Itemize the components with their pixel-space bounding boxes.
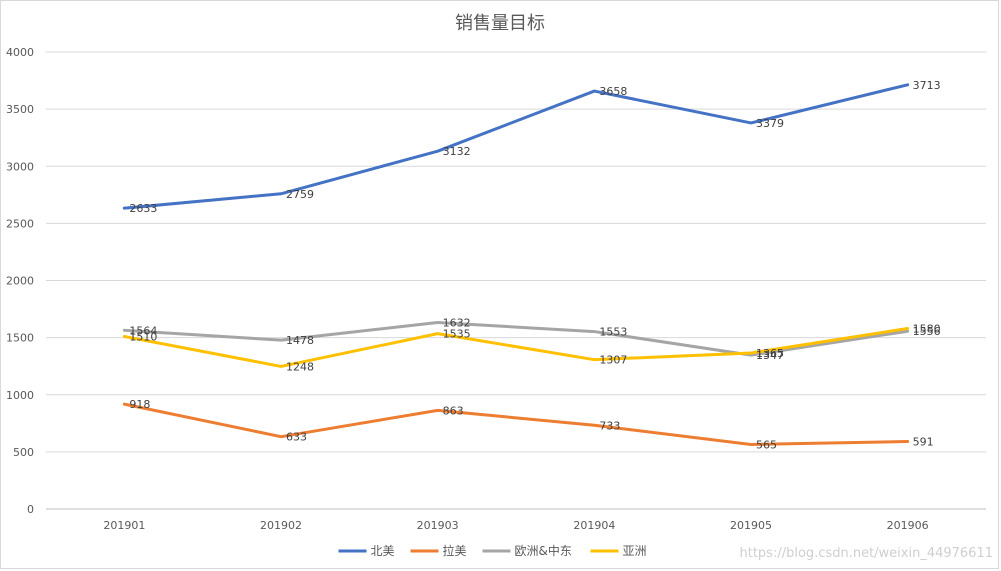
data-label: 565	[756, 438, 777, 451]
data-label: 1564	[129, 324, 157, 337]
series-lines	[122, 83, 910, 446]
legend-item-3[interactable]: 欧洲&中东	[482, 543, 572, 558]
series-line-2[interactable]	[122, 402, 910, 446]
x-tick-label: 201901	[103, 519, 145, 532]
data-label: 918	[129, 398, 150, 411]
data-label: 1478	[286, 334, 314, 347]
y-tick-label: 2000	[6, 275, 34, 288]
y-tick-label: 2500	[6, 217, 34, 230]
data-label: 1556	[913, 325, 941, 338]
x-tick-label: 201902	[260, 519, 302, 532]
x-tick-label: 201903	[417, 519, 459, 532]
watermark-text: https://blog.csdn.net/weixin_44976611	[739, 546, 993, 561]
y-axis-ticks: 0 500 1000 1500 2000 2500 3000 3500 4000	[6, 46, 34, 516]
legend-item-2[interactable]: 拉美	[410, 543, 467, 558]
y-tick-label: 0	[27, 503, 34, 516]
data-label: 1553	[599, 326, 627, 339]
data-label: 863	[443, 404, 464, 417]
y-tick-label: 500	[13, 446, 34, 459]
gridlines	[46, 51, 986, 510]
data-label: 2759	[286, 188, 314, 201]
x-tick-label: 201905	[730, 519, 772, 532]
data-label: 1365	[756, 347, 784, 360]
data-label: 633	[286, 431, 307, 444]
x-tick-label: 201904	[573, 519, 615, 532]
series-line-1[interactable]	[122, 83, 910, 210]
legend-item-4[interactable]: 亚洲	[590, 544, 647, 558]
legend[interactable]: 北美 拉美 欧洲&中东 亚洲	[338, 543, 647, 558]
data-label: 591	[913, 435, 934, 448]
data-label: 1632	[443, 317, 471, 330]
data-label: 733	[599, 419, 620, 432]
data-label: 3658	[599, 85, 627, 98]
data-label: 1510	[129, 330, 157, 343]
legend-label: 亚洲	[623, 544, 647, 558]
series-line-4[interactable]	[122, 326, 910, 368]
legend-item-1[interactable]: 北美	[338, 544, 395, 558]
y-tick-label: 3000	[6, 160, 34, 173]
data-label: 3713	[913, 79, 941, 92]
data-label: 1347	[756, 349, 784, 362]
y-tick-label: 3500	[6, 103, 34, 116]
series-line-3[interactable]	[122, 321, 910, 357]
data-label: 3132	[443, 145, 471, 158]
y-tick-label: 1500	[6, 332, 34, 345]
data-label: 1580	[913, 322, 941, 335]
data-labels: 2633 2759 3132 3658 3379 3713 918 633 863 733 565 5…	[129, 79, 940, 452]
legend-label: 欧洲&中东	[515, 543, 572, 558]
data-label: 3379	[756, 117, 784, 130]
y-tick-label: 1000	[6, 389, 34, 402]
x-axis-ticks: 201901 201902 201903 201904 201905 201906	[103, 519, 928, 532]
chart-title: 销售量目标	[455, 13, 545, 34]
data-label: 1248	[286, 360, 314, 373]
legend-label: 拉美	[443, 543, 467, 558]
data-label: 1307	[599, 354, 627, 367]
legend-label: 北美	[371, 544, 395, 558]
data-label: 1535	[443, 328, 471, 341]
y-tick-label: 4000	[6, 46, 34, 59]
x-tick-label: 201906	[887, 519, 929, 532]
data-label: 2633	[129, 202, 157, 215]
